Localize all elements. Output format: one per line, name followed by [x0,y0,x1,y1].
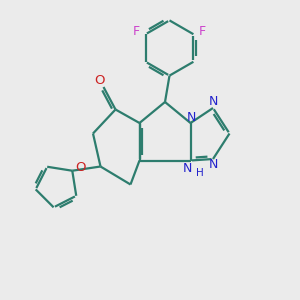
Text: O: O [75,160,86,174]
Text: N: N [186,111,196,124]
Text: F: F [199,25,206,38]
Text: H: H [196,168,203,178]
Text: O: O [94,74,104,87]
Text: N: N [209,95,218,108]
Text: N: N [209,158,218,172]
Text: F: F [133,25,140,38]
Text: N: N [183,162,192,176]
